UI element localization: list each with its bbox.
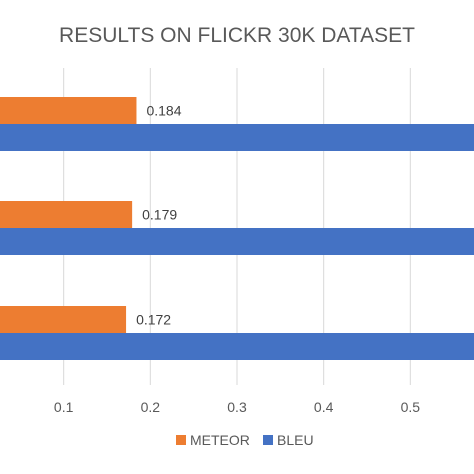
x-tick-label: 0.3: [227, 399, 247, 415]
legend-label-bleu: BLEU: [277, 432, 314, 448]
legend-swatch-meteor: [176, 435, 186, 445]
data-labels: 0.184 0.179 0.172: [136, 103, 182, 328]
x-tick-label: 0.1: [54, 399, 74, 415]
x-tick-label: 0.4: [314, 399, 334, 415]
bar-bleu: [0, 228, 474, 255]
bar-meteor: [0, 306, 127, 333]
bars: [0, 97, 474, 360]
bar-meteor: [0, 201, 133, 228]
data-label: 0.184: [146, 103, 181, 119]
x-axis-ticks: 0.1 0.2 0.3 0.4 0.5: [54, 399, 420, 415]
legend-swatch-bleu: [263, 435, 273, 445]
x-tick-label: 0.2: [141, 399, 161, 415]
data-label: 0.179: [142, 207, 177, 223]
bar-meteor: [0, 97, 137, 124]
chart-title: RESULTS ON FLICKR 30K DATASET: [59, 24, 415, 47]
bar-bleu: [0, 124, 474, 151]
legend-label-meteor: METEOR: [190, 432, 250, 448]
legend: METEOR BLEU: [176, 432, 314, 448]
data-label: 0.172: [136, 312, 171, 328]
bar-bleu: [0, 333, 474, 360]
x-tick-label: 0.5: [401, 399, 421, 415]
